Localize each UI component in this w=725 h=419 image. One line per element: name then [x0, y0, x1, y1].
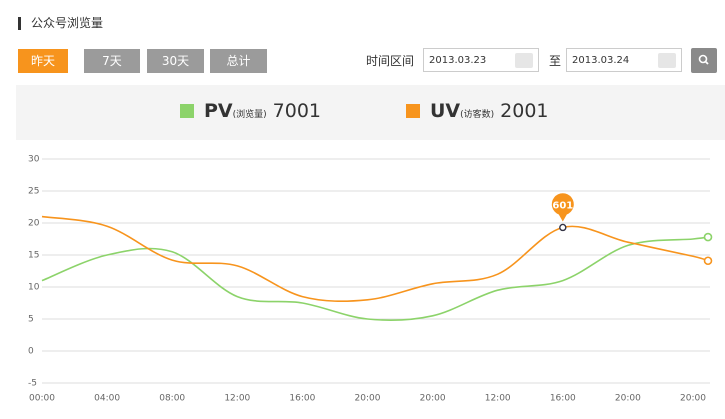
x-tick-label: 20:00 [355, 394, 381, 404]
x-tick-label: 16:00 [289, 394, 315, 404]
end-date-text: 2013.03.24 [572, 55, 630, 66]
legend-swatch [406, 104, 420, 118]
legend-note: (访客数) [460, 110, 495, 120]
range-label: 时间区间 [366, 54, 415, 68]
range-button[interactable]: 30天 [147, 49, 204, 73]
x-tick-label: 20:00 [680, 394, 706, 404]
end-date[interactable]: 2013.03.24 [566, 48, 682, 72]
legend-entry: PV(浏览量) 7001 [180, 99, 321, 127]
start-date[interactable]: 2013.03.23 [423, 48, 539, 72]
x-tick-label: 20:00 [420, 394, 446, 404]
line [41, 215, 709, 303]
legend-name: UV [430, 100, 461, 122]
y-tick-label: -5 [28, 379, 37, 389]
y-tick-label: 0 [28, 347, 34, 357]
search-button[interactable] [691, 48, 717, 73]
y-tick-label: 30 [28, 155, 40, 165]
annotation-text: 601 [552, 200, 573, 211]
legend-swatch [180, 104, 194, 118]
range-button[interactable]: 昨天 [18, 49, 68, 73]
legend-total: 7001 [272, 100, 322, 122]
calendar-icon[interactable] [658, 53, 676, 68]
y-tick-label: 25 [28, 187, 39, 197]
search-icon [698, 54, 709, 65]
annotation-bubble [551, 193, 574, 222]
line [41, 236, 709, 321]
y-tick-label: 15 [28, 251, 39, 261]
legend-note: (浏览量) [232, 110, 267, 120]
end-marker [703, 232, 713, 242]
x-tick-label: 00:00 [29, 394, 55, 404]
x-tick-label: 12:00 [485, 394, 511, 404]
legend-name: PV [204, 100, 233, 122]
x-tick-label: 20:00 [615, 394, 641, 404]
legend-entry: UV(访客数) 2001 [406, 99, 549, 127]
hover-marker [559, 223, 567, 232]
page-title: 公众号浏览量 [18, 17, 103, 30]
x-tick-label: 16:00 [550, 394, 576, 404]
end-marker [703, 256, 713, 266]
legend-panel [16, 85, 725, 140]
x-tick-label: 12:00 [224, 394, 250, 404]
start-date-text: 2013.03.23 [429, 55, 487, 66]
calendar-icon[interactable] [515, 53, 533, 68]
y-tick-label: 5 [28, 315, 34, 325]
y-tick-label: 20 [28, 219, 40, 229]
legend-total: 2001 [500, 100, 549, 122]
to-label: 至 [549, 54, 562, 68]
range-button[interactable]: 总计 [210, 49, 267, 73]
x-tick-label: 08:00 [159, 394, 185, 404]
y-tick-label: 10 [28, 283, 40, 293]
range-button[interactable]: 7天 [84, 49, 140, 73]
x-tick-label: 04:00 [94, 394, 120, 404]
